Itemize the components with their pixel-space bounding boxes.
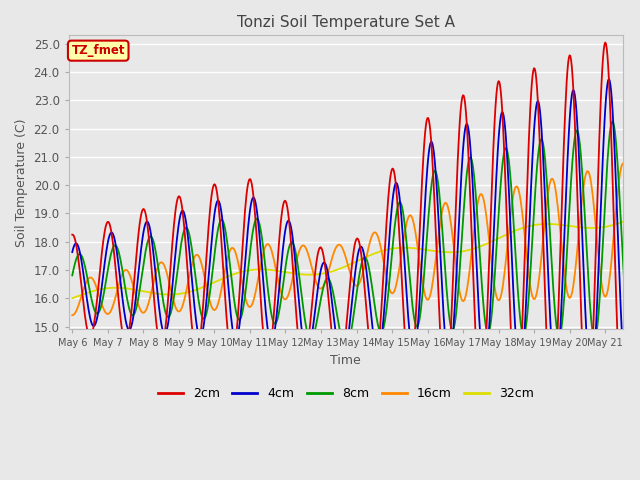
Legend: 2cm, 4cm, 8cm, 16cm, 32cm: 2cm, 4cm, 8cm, 16cm, 32cm: [153, 383, 539, 406]
Title: Tonzi Soil Temperature Set A: Tonzi Soil Temperature Set A: [237, 15, 455, 30]
Text: TZ_fmet: TZ_fmet: [72, 44, 125, 57]
Y-axis label: Soil Temperature (C): Soil Temperature (C): [15, 118, 28, 247]
X-axis label: Time: Time: [330, 354, 361, 367]
